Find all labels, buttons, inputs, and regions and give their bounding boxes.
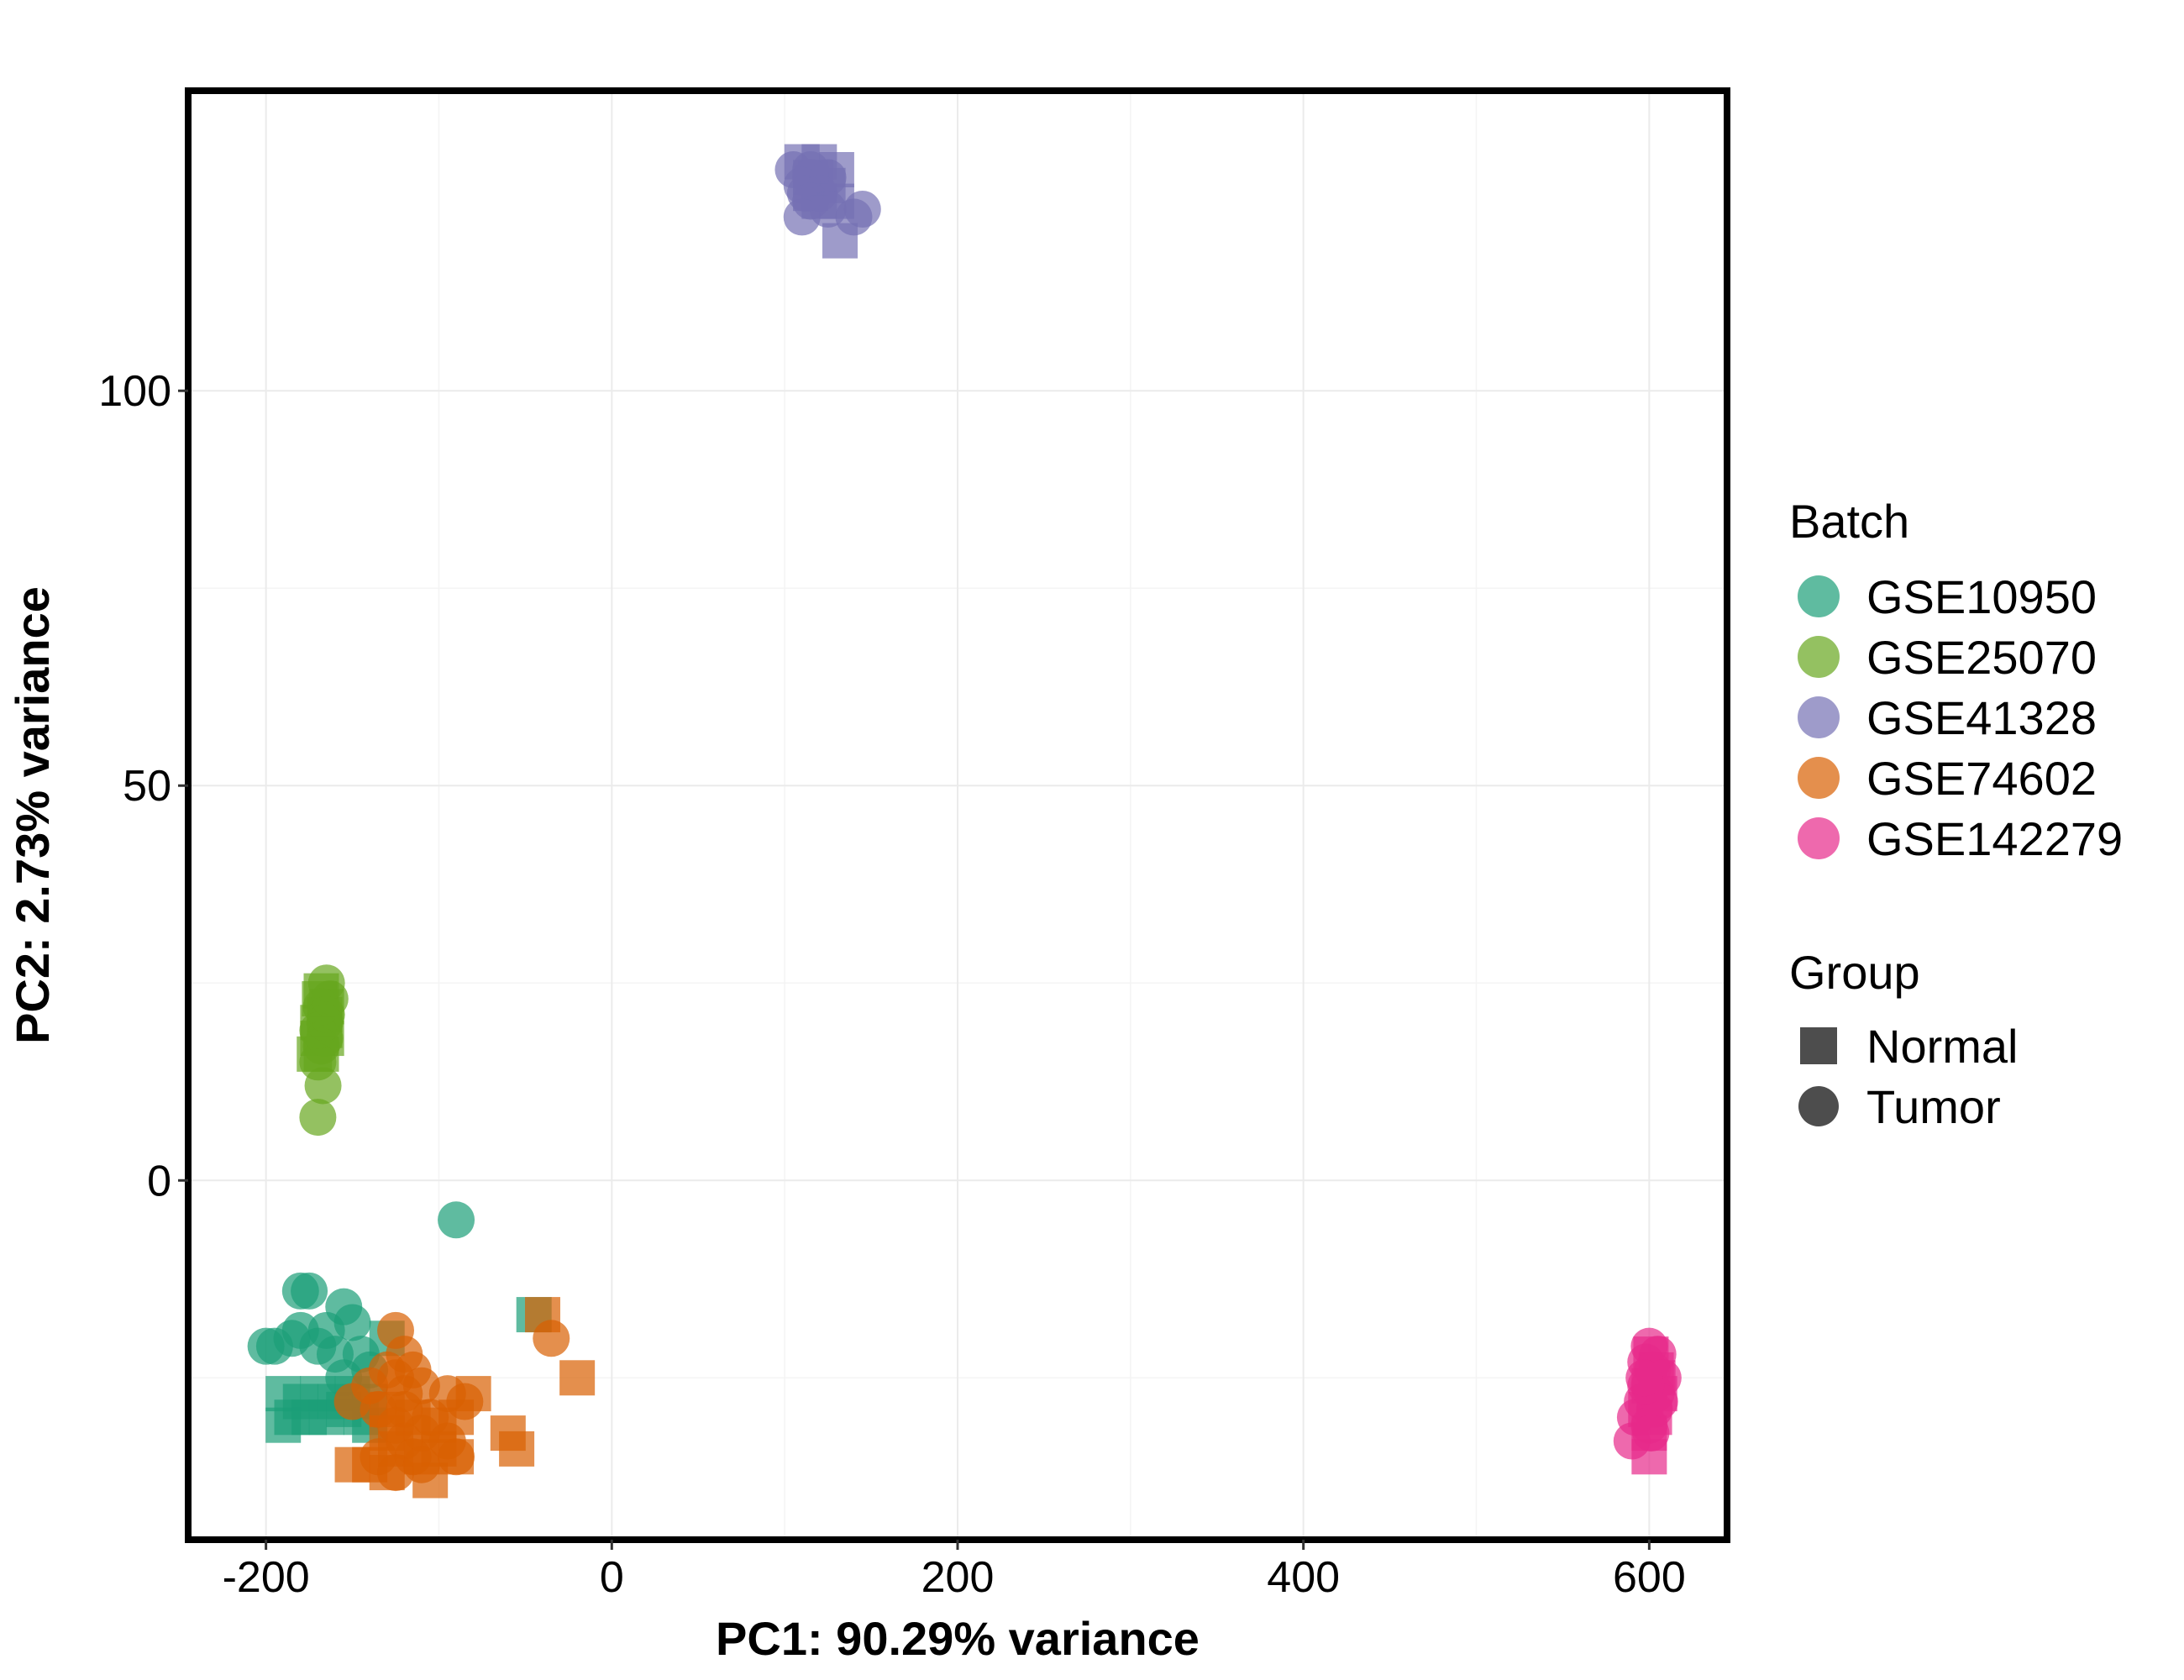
data-point-tumor [1632,1415,1670,1452]
legend-label-tumor: Tumor [1866,1080,2001,1133]
legend-group-items: Normal Tumor [1798,1020,2018,1133]
legend-label-gse142279: GSE142279 [1866,812,2123,865]
data-point-tumor [291,1272,328,1310]
legend-swatch-gse41328 [1798,696,1840,738]
data-point-normal [499,1431,535,1467]
data-point-tumor [438,1438,475,1476]
data-point-normal [559,1360,596,1396]
data-point-normal [265,1407,302,1443]
x-tick-label: -200 [223,1553,310,1602]
legend-swatch-gse74602 [1798,757,1840,799]
legend-shape-square [1800,1027,1837,1064]
legend-swatch-gse142279 [1798,817,1840,859]
grid-lines [188,91,1727,1540]
legend-item-gse142279: GSE142279 [1798,812,2123,865]
y-tick-label: 0 [147,1157,171,1205]
legend-swatch-gse10950 [1798,575,1840,617]
legend-item-gse25070: GSE25070 [1798,631,2097,684]
data-point-tumor [786,175,824,213]
data-point-tumor [446,1383,484,1420]
legend-label-gse41328: GSE41328 [1866,691,2097,744]
legend-shape-circle [1798,1086,1839,1126]
data-point-tumor [299,1099,337,1137]
axes: -200 0 200 400 600 0 50 100 [98,367,1686,1602]
legend-label-normal: Normal [1866,1020,2018,1073]
x-tick-label: 200 [921,1553,995,1602]
series-gse74602 [333,1297,596,1499]
legend-item-normal: Normal [1800,1020,2018,1073]
legend-label-gse74602: GSE74602 [1866,752,2097,805]
legend-item-gse10950: GSE10950 [1798,570,2097,623]
x-tick-label: 0 [600,1553,624,1602]
data-point-tumor [304,1067,342,1105]
legend: Batch GSE10950GSE25070GSE41328GSE74602GS… [1789,495,2123,1133]
y-tick-label: 50 [123,762,171,811]
legend-label-gse25070: GSE25070 [1866,631,2097,684]
legend-swatch-gse25070 [1798,636,1840,678]
x-tick-label: 600 [1613,1553,1686,1602]
data-point-tumor [306,1004,344,1042]
y-tick-label: 100 [98,367,171,416]
x-axis-title: PC1: 90.29% variance [716,1612,1200,1665]
data-point-tumor [843,191,881,228]
series-gse142279 [1613,1327,1682,1475]
data-point-tumor [1625,1359,1663,1397]
data-point-tumor [438,1201,475,1239]
data-point-tumor [402,1446,440,1483]
data-points [247,144,1682,1499]
y-axis-title: PC2: 2.73% variance [6,586,59,1044]
series-gse41328 [774,144,881,259]
legend-batch-title: Batch [1789,495,1909,548]
legend-item-gse74602: GSE74602 [1798,752,2097,805]
legend-item-tumor: Tumor [1798,1080,2001,1133]
legend-label-gse10950: GSE10950 [1866,570,2097,623]
legend-item-gse41328: GSE41328 [1798,691,2097,744]
series-gse25070 [297,964,349,1137]
legend-group-title: Group [1789,946,1920,999]
x-tick-label: 400 [1267,1553,1340,1602]
legend-batch-items: GSE10950 GSE25070 GSE41328 GSE74602 GSE14227… [1798,570,2123,865]
data-point-tumor [533,1320,570,1357]
